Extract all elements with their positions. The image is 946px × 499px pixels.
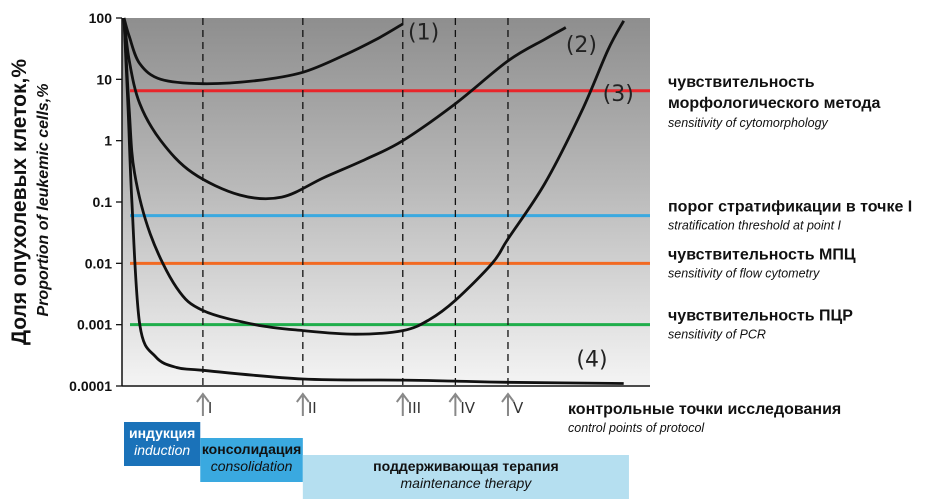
- threshold-label-en: sensitivity of PCR: [668, 328, 766, 342]
- y-tick-label: 0.1: [93, 194, 113, 210]
- phase-label-ru: индукция: [129, 425, 195, 441]
- control-point-markers: I II III IV V: [196, 392, 524, 417]
- threshold-label-ru: чувствительность ПЦР: [668, 308, 853, 325]
- y-tick-label: 100: [89, 10, 113, 26]
- control-point-label: III: [408, 399, 421, 417]
- phase-label-en: maintenance therapy: [401, 475, 533, 491]
- phase-bar: [302, 455, 629, 499]
- control-point-arrow-icon: [196, 392, 210, 416]
- y-axis-label-ru: Доля опухолевых клеток,%: [8, 59, 31, 345]
- y-tick-label: 0.0001: [69, 378, 112, 394]
- phase-label-en: consolidation: [211, 458, 293, 474]
- control-points-caption-ru: контрольные точки исследования: [568, 401, 841, 418]
- phase-label-en: induction: [134, 442, 190, 458]
- phase-bar: [200, 438, 303, 482]
- series-label: (3): [603, 82, 634, 107]
- plot-background: [122, 18, 650, 385]
- y-axis-label-en: Proportion of leukemic cells,%: [35, 84, 52, 317]
- series-line: [122, 17, 624, 385]
- threshold-label-en: stratification threshold at point I: [668, 219, 842, 233]
- threshold-label-ru: морфологического метода: [668, 95, 881, 112]
- series-curves: [122, 17, 625, 385]
- control-point-label: IV: [460, 399, 475, 417]
- y-tick-label: 0.01: [85, 255, 112, 271]
- threshold-label-en: sensitivity of flow cytometry: [668, 266, 820, 280]
- threshold-label-ru: чувствительность МПЦ: [668, 246, 856, 263]
- control-point-label: II: [308, 399, 317, 417]
- threshold-label-en: sensitivity of cytomorphology: [668, 116, 829, 130]
- phase-label-ru: поддерживающая терапия: [373, 458, 559, 474]
- control-point-label: V: [513, 399, 524, 417]
- threshold-annotations: чувствительность морфологического метода s…: [668, 74, 912, 342]
- control-point-label: I: [208, 399, 212, 417]
- threshold-lines: [130, 89, 650, 327]
- series-line: [122, 17, 567, 201]
- phase-bar: [124, 422, 201, 466]
- series-label: (4): [576, 348, 607, 373]
- y-tick-label: 10: [96, 71, 112, 87]
- series-line: [122, 17, 625, 336]
- control-points-caption-en: control points of protocol: [568, 421, 705, 435]
- control-point-arrow-icon: [296, 392, 310, 416]
- y-tick-label: 1: [104, 133, 112, 149]
- control-point-arrow-icon: [448, 392, 463, 416]
- series-label: (2): [566, 33, 597, 58]
- phase-label-ru: консолидация: [202, 441, 301, 457]
- control-point-lines: [202, 18, 509, 386]
- y-ticks: 100 10 1 0.1 0.01 0.001 0.0001: [69, 10, 122, 394]
- threshold-label-ru: чувствительность: [668, 74, 815, 91]
- control-point-arrow-icon: [395, 392, 410, 416]
- series-label: (1): [408, 21, 439, 46]
- control-point-arrow-icon: [501, 392, 515, 416]
- series-line: [122, 17, 404, 86]
- series-labels: (1) (2)(3) (4): [408, 21, 634, 373]
- y-tick-label: 0.001: [77, 317, 112, 333]
- threshold-label-ru: порог стратификации в точке I: [668, 199, 912, 216]
